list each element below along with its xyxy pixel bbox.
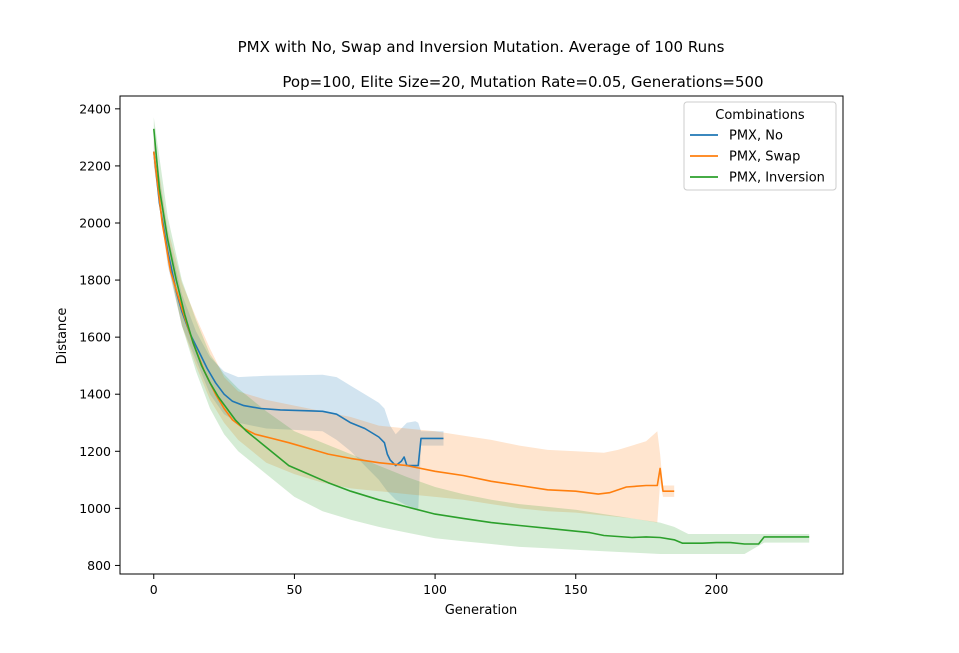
x-tick-label: 0 <box>150 582 158 597</box>
y-axis: 800 1000 1200 1400 1600 1800 2000 2200 2400 <box>79 101 120 573</box>
plot-area <box>153 117 810 555</box>
x-axis-label: Generation <box>445 603 518 618</box>
confidence-bands <box>153 117 810 555</box>
y-tick-label: 1800 <box>79 273 111 288</box>
legend-box <box>683 101 837 191</box>
x-axis: 0 50 100 150 200 <box>150 574 728 597</box>
y-tick-label: 1200 <box>79 444 111 459</box>
legend-label-series-2: PMX, Swap <box>729 150 800 165</box>
y-tick-label: 800 <box>87 558 111 573</box>
series-lines <box>153 128 810 545</box>
y-axis-label: Distance <box>55 308 70 365</box>
x-tick-label: 50 <box>286 582 302 597</box>
legend-title: Combinations <box>715 108 805 123</box>
band-series-2 <box>153 137 675 523</box>
legend-label-series-3: PMX, Inversion <box>729 171 825 186</box>
chart-subtitle: Pop=100, Elite Size=20, Mutation Rate=0.… <box>282 73 763 91</box>
legend: Combinations PMX, No PMX, Swap PMX, Invers… <box>683 101 837 191</box>
line-series-3 <box>153 128 810 545</box>
y-tick-label: 1600 <box>79 330 111 345</box>
x-tick-label: 100 <box>423 582 447 597</box>
y-tick-label: 2400 <box>79 101 111 116</box>
band-series-1 <box>153 140 444 512</box>
plot-frame <box>119 95 844 575</box>
legend-label-series-1: PMX, No <box>729 129 783 144</box>
band-series-3 <box>153 117 810 555</box>
x-tick-label: 200 <box>704 582 728 597</box>
chart-title: PMX with No, Swap and Inversion Mutation… <box>238 38 725 56</box>
y-tick-label: 1000 <box>79 501 111 516</box>
y-tick-label: 1400 <box>79 387 111 402</box>
y-tick-label: 2200 <box>79 158 111 173</box>
y-tick-label: 2000 <box>79 215 111 230</box>
x-tick-label: 150 <box>564 582 588 597</box>
